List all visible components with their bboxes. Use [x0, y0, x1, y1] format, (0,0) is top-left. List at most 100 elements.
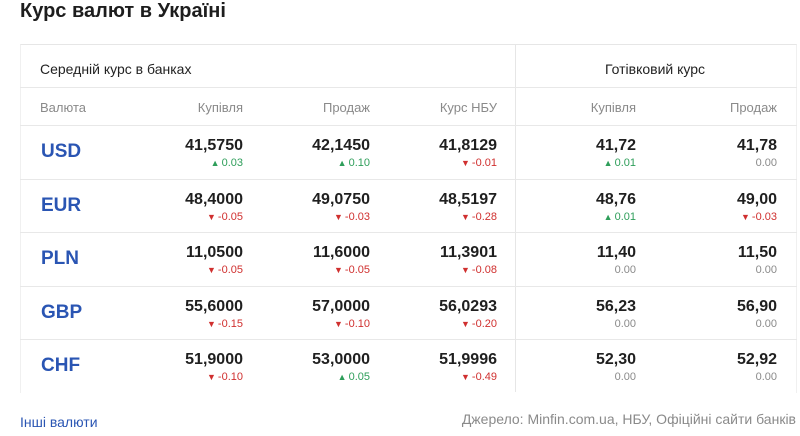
change-value: -0.20	[471, 317, 497, 330]
rate-change: ▼ -0.01	[461, 157, 497, 169]
change-value: -0.05	[217, 210, 243, 223]
change-value: 0.00	[755, 317, 777, 330]
rate-change: ▼ -0.08	[461, 264, 497, 276]
rate-value: 49,00	[736, 190, 777, 208]
arrow-down: ▼	[461, 265, 470, 275]
rate-value: 51,9000	[185, 351, 243, 368]
row-divider	[20, 339, 797, 340]
rate-value: 56,23	[595, 297, 636, 315]
arrow-down: ▼	[334, 265, 343, 275]
change-value: 0.03	[221, 157, 243, 169]
arrow-up: ▲	[337, 372, 347, 382]
rate-value: 48,76	[595, 190, 636, 208]
group-header: Середній курс в банках	[40, 61, 192, 77]
change-value: 0.00	[755, 371, 777, 383]
change-value: -0.28	[471, 210, 497, 223]
group-header: Готівковий курс	[604, 61, 706, 77]
rate-value: 52,92	[736, 351, 777, 368]
column-header: Продаж	[322, 100, 370, 115]
rate-value: 41,8129	[439, 137, 497, 154]
rate-value: 11,6000	[313, 244, 370, 261]
row-divider	[20, 232, 797, 233]
change-value: 0.00	[755, 264, 777, 276]
rate-value: 11,50	[737, 244, 777, 261]
arrow-down: ▼	[207, 372, 216, 382]
change-value: -0.08	[471, 264, 497, 276]
other-currencies-link[interactable]: Інші валюти	[20, 414, 98, 430]
change-value: -0.01	[471, 157, 497, 169]
rate-change: 0.00	[756, 371, 777, 383]
change-value: -0.03	[751, 210, 777, 223]
currency-code: EUR	[41, 194, 82, 216]
arrow-down: ▼	[207, 318, 216, 329]
column-header: Продаж	[729, 100, 777, 115]
change-value: 0.00	[614, 371, 636, 383]
arrow-up: ▲	[603, 158, 613, 168]
change-value: -0.15	[217, 317, 243, 330]
rate-change: ▲ 0.05	[338, 371, 370, 383]
change-value: 0.00	[614, 264, 636, 276]
rate-value: 41,5750	[185, 137, 243, 154]
rate-value: 51,9996	[439, 351, 497, 368]
source-note: Джерело: Minfin.com.ua, НБУ, Офіційні са…	[461, 411, 796, 427]
change-value: 0.10	[348, 157, 370, 169]
rate-change: 0.00	[756, 264, 777, 276]
rate-change: ▼ -0.03	[741, 211, 777, 223]
rate-value: 55,6000	[185, 297, 243, 315]
change-value: 0.01	[614, 157, 636, 169]
rate-change: 0.00	[756, 157, 777, 169]
arrow-down: ▼	[207, 211, 216, 222]
column-header: Курс НБУ	[439, 100, 497, 115]
rate-value: 42,1450	[312, 137, 370, 154]
rate-value: 41,78	[736, 137, 777, 154]
rate-value: 56,0293	[439, 297, 497, 315]
rate-change: 0.00	[756, 318, 777, 330]
rate-value: 56,90	[736, 297, 777, 315]
table-card	[20, 44, 797, 393]
arrow-down: ▼	[207, 265, 216, 275]
rate-change: ▼ -0.15	[207, 318, 243, 330]
rate-change: ▼ -0.05	[207, 264, 243, 276]
change-value: -0.05	[217, 264, 243, 276]
rate-change: ▲ 0.10	[338, 157, 370, 169]
rate-value: 41,72	[595, 137, 636, 154]
change-value: -0.10	[344, 317, 370, 330]
currency-code: GBP	[41, 301, 83, 323]
arrow-down: ▼	[334, 318, 343, 329]
divider	[20, 87, 797, 88]
page-title: Курс валют в Україні	[20, 0, 226, 22]
rate-value: 52,30	[595, 351, 636, 368]
change-value: 0.01	[614, 210, 636, 223]
change-value: -0.10	[217, 371, 243, 383]
row-divider	[20, 125, 797, 126]
rate-change: ▼ -0.05	[207, 211, 243, 223]
rate-value: 11,3901	[440, 244, 497, 261]
currency-code: CHF	[41, 355, 81, 376]
rate-value: 48,5197	[439, 190, 497, 208]
rate-change: ▼ -0.10	[334, 318, 370, 330]
change-value: 0.05	[348, 371, 370, 383]
row-divider	[20, 285, 797, 287]
arrow-down: ▼	[741, 211, 750, 222]
arrow-down: ▼	[461, 158, 470, 168]
rate-value: 53,0000	[312, 351, 370, 368]
arrow-down: ▼	[461, 372, 470, 382]
rate-change: 0.00	[615, 318, 636, 330]
rate-change: 0.00	[615, 371, 636, 383]
currency-code: PLN	[41, 248, 79, 269]
rate-change: ▲ 0.03	[211, 157, 243, 169]
rate-change: ▼ -0.28	[461, 211, 497, 223]
rate-change: ▼ -0.10	[207, 371, 243, 383]
change-value: 0.00	[614, 317, 636, 330]
rate-value: 11,0500	[186, 244, 243, 261]
rate-value: 11,40	[596, 244, 636, 261]
arrow-up: ▲	[337, 158, 347, 168]
rate-change: ▼ -0.05	[334, 264, 370, 276]
rate-value: 49,0750	[312, 190, 370, 208]
divider	[515, 44, 516, 392]
change-value: -0.05	[344, 264, 370, 276]
arrow-down: ▼	[461, 318, 470, 329]
rate-value: 57,0000	[312, 297, 370, 315]
column-header: Купівля	[590, 100, 636, 115]
rate-change: ▲ 0.01	[604, 211, 636, 223]
